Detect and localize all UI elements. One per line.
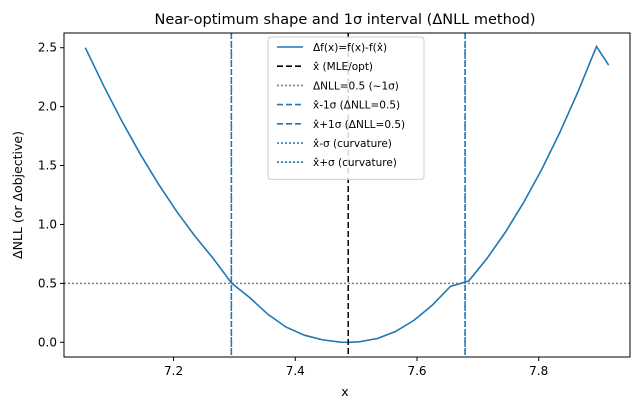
x-tick-label: 7.2 xyxy=(164,364,183,378)
legend-label: Δf(x)=f(x)-f(x̂) xyxy=(313,42,387,54)
axes-frame xyxy=(63,32,631,358)
y-tick-label: 0.5 xyxy=(38,276,57,290)
legend-label: x̂+1σ (ΔNLL=0.5) xyxy=(313,119,405,131)
x-tick-label: 7.6 xyxy=(407,364,426,378)
y-tick-label: 2.0 xyxy=(38,100,57,114)
chart-title: Near-optimum shape and 1σ interval (ΔNLL… xyxy=(154,12,535,28)
y-axis-label: ΔNLL (or Δobjective) xyxy=(10,131,25,259)
y-tick-label: 0.0 xyxy=(38,335,57,349)
legend-label: x̂ (MLE/opt) xyxy=(313,61,373,73)
legend-label: x̂-1σ (ΔNLL=0.5) xyxy=(313,100,400,112)
plot-area xyxy=(63,32,631,358)
legend-box xyxy=(267,36,425,180)
legend-label: x̂-σ (curvature) xyxy=(313,138,392,150)
y-axis: 0.0 0.5 1.0 1.5 2.0 2.5 xyxy=(38,41,64,349)
x-axis: 7.2 7.4 7.6 7.8 xyxy=(164,357,548,378)
x-tick-label: 7.8 xyxy=(529,364,548,378)
legend: Δf(x)=f(x)-f(x̂) x̂ (MLE/opt) ΔNLL=0.5 (~1… xyxy=(267,36,425,180)
x-axis-label: x xyxy=(341,384,348,399)
y-tick-label: 1.0 xyxy=(38,217,57,231)
y-tick-label: 1.5 xyxy=(38,159,57,173)
legend-label: ΔNLL=0.5 (~1σ) xyxy=(313,80,399,92)
legend-label: x̂+σ (curvature) xyxy=(313,157,397,169)
y-tick-label: 2.5 xyxy=(38,41,57,55)
x-tick-label: 7.4 xyxy=(286,364,305,378)
